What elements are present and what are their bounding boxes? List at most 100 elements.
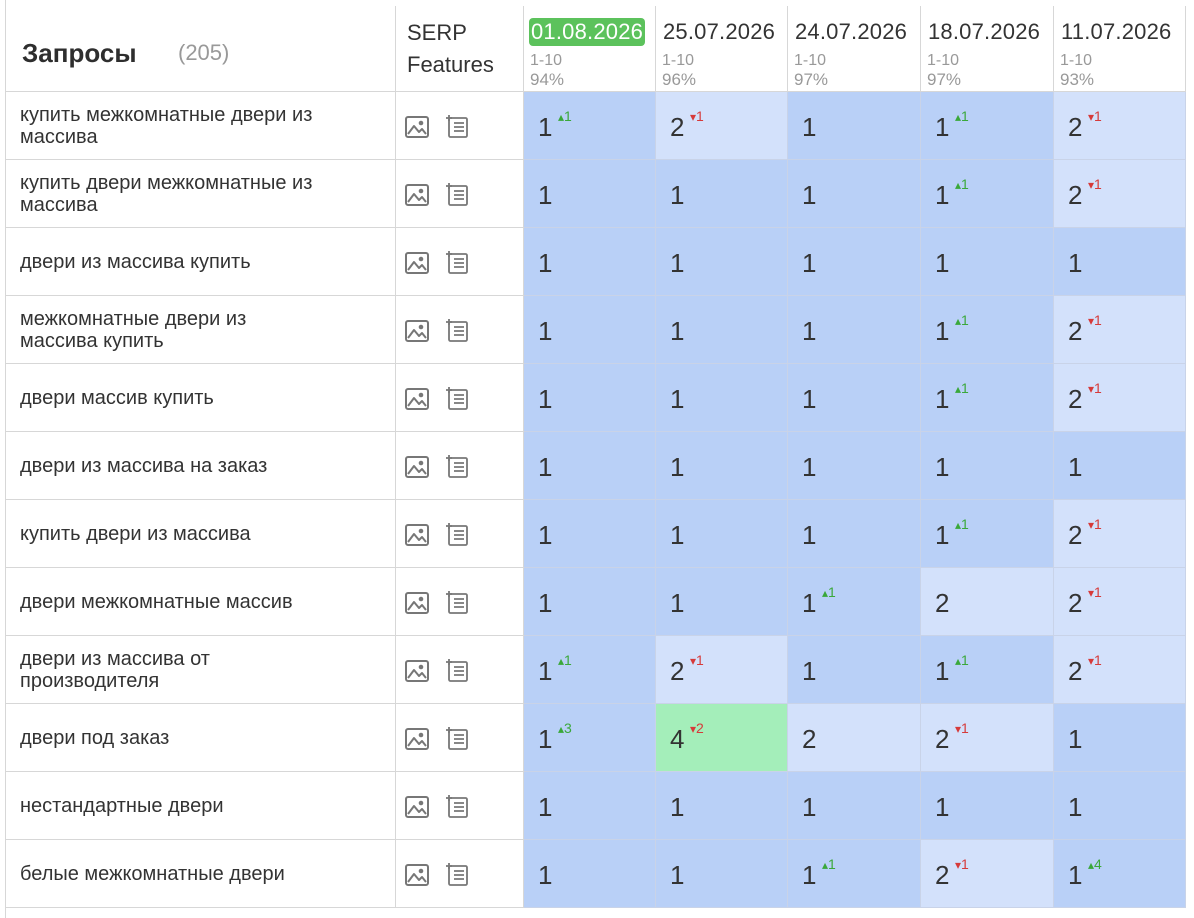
position-cell[interactable]: 1 ▴1 [524,92,656,160]
date-visibility-percent: 94% [530,70,565,89]
date-label: 11.07.2026 [1061,19,1172,44]
position-cell[interactable]: 1 [524,364,656,432]
date-column-header[interactable]: 24.07.2026 1-10 97% [788,6,921,92]
position-value: 4 [670,724,685,754]
serp-features-header: SERP Features [396,6,524,92]
position-change-up: ▴1 [822,584,836,600]
position-cell[interactable]: 1 ▴1 [921,296,1054,364]
position-cell[interactable]: 1 [921,228,1054,296]
query-text: двери из массива купить [20,251,251,273]
position-change-down: ▾1 [1088,176,1102,192]
position-cell[interactable]: 2 ▾1 [921,704,1054,772]
position-cell[interactable]: 1 [524,296,656,364]
position-cell[interactable]: 2 ▾1 [1054,92,1186,160]
position-cell[interactable]: 1 [788,364,921,432]
position-cell[interactable]: 1 [788,636,921,704]
position-cell[interactable]: 1 ▴1 [921,364,1054,432]
position-cell[interactable]: 1 [921,772,1054,840]
position-cell[interactable]: 1 [524,160,656,228]
query-row[interactable]: двери под заказ [6,704,396,772]
position-value: 2 [1068,180,1083,210]
position-cell[interactable]: 1 ▴1 [524,636,656,704]
position-cell[interactable]: 1 [788,772,921,840]
position-cell[interactable]: 1 [788,160,921,228]
position-cell[interactable]: 1 [1054,772,1186,840]
query-row[interactable]: двери массив купить [6,364,396,432]
date-label: 18.07.2026 [928,19,1041,44]
query-text: купить межкомнатные двери из массива [20,104,313,148]
triangle-down-icon: ▾ [1088,654,1095,668]
position-cell[interactable]: 1 [656,568,788,636]
position-cell[interactable]: 4 ▾2 [656,704,788,772]
position-cell[interactable]: 1 [524,500,656,568]
position-value: 1 [1068,792,1083,822]
position-cell[interactable]: 1 ▴1 [921,92,1054,160]
position-cell[interactable]: 1 [656,500,788,568]
date-column-header[interactable]: 25.07.2026 1-10 96% [656,6,788,92]
position-cell[interactable]: 1 [1054,704,1186,772]
position-cell[interactable]: 1 ▴1 [921,636,1054,704]
position-cell[interactable]: 1 [524,432,656,500]
position-cell[interactable]: 1 ▴3 [524,704,656,772]
position-cell[interactable]: 1 [524,772,656,840]
position-cell[interactable]: 2 ▾1 [1054,500,1186,568]
position-cell[interactable]: 2 ▾1 [1054,364,1186,432]
position-cell[interactable]: 1 ▴1 [788,840,921,908]
date-column-header[interactable]: 01.08.2026 1-10 94% [524,6,656,92]
position-cell[interactable]: 2 [921,568,1054,636]
query-row[interactable]: двери из массива на заказ [6,432,396,500]
position-cell[interactable]: 1 [921,432,1054,500]
position-cell[interactable]: 1 [656,160,788,228]
position-change-value: 1 [1094,380,1102,396]
query-row[interactable]: белые межкомнатные двери [6,840,396,908]
position-change-value: 1 [1094,584,1102,600]
query-row[interactable]: двери межкомнатные массив [6,568,396,636]
query-row[interactable]: межкомнатные двери из массива купить [6,296,396,364]
position-change-down: ▾1 [1088,380,1102,396]
position-cell[interactable]: 1 [788,92,921,160]
position-cell[interactable]: 1 [656,228,788,296]
position-cell[interactable]: 2 ▾1 [1054,160,1186,228]
query-row[interactable]: купить двери межкомнатные из массива [6,160,396,228]
position-cell[interactable]: 1 [656,840,788,908]
triangle-down-icon: ▾ [955,858,962,872]
position-value: 1 [670,520,685,550]
position-change-value: 1 [696,108,704,124]
query-row[interactable]: нестандартные двери [6,772,396,840]
position-cell[interactable]: 1 ▴4 [1054,840,1186,908]
query-row[interactable]: купить межкомнатные двери из массива [6,92,396,160]
position-cell[interactable]: 1 [788,296,921,364]
position-cell[interactable]: 2 ▾1 [1054,296,1186,364]
query-row[interactable]: двери из массива от производителя [6,636,396,704]
position-value: 1 [802,860,817,890]
position-cell[interactable]: 2 ▾1 [1054,636,1186,704]
position-cell[interactable]: 2 ▾1 [656,92,788,160]
query-text: купить двери из массива [20,523,251,545]
position-cell[interactable]: 1 [524,228,656,296]
position-cell[interactable]: 1 [788,500,921,568]
position-cell[interactable]: 1 ▴1 [921,160,1054,228]
position-cell[interactable]: 1 [524,568,656,636]
position-cell[interactable]: 1 [656,432,788,500]
query-row[interactable]: двери из массива купить [6,228,396,296]
position-cell[interactable]: 1 [788,432,921,500]
position-cell[interactable]: 1 ▴1 [788,568,921,636]
position-cell[interactable]: 2 [788,704,921,772]
query-text: двери межкомнатные массив [20,591,293,613]
query-row[interactable]: купить двери из массива [6,500,396,568]
position-cell[interactable]: 1 ▴1 [921,500,1054,568]
date-column-header[interactable]: 11.07.2026 1-10 93% [1054,6,1186,92]
position-cell[interactable]: 1 [656,364,788,432]
triangle-down-icon: ▾ [1088,110,1095,124]
position-cell[interactable]: 1 [656,296,788,364]
position-cell[interactable]: 1 [656,772,788,840]
position-cell[interactable]: 1 [524,840,656,908]
date-column-header[interactable]: 18.07.2026 1-10 97% [921,6,1054,92]
position-cell[interactable]: 2 ▾1 [1054,568,1186,636]
position-cell[interactable]: 2 ▾1 [921,840,1054,908]
queries-header[interactable]: Запросы (205) [6,6,396,92]
position-cell[interactable]: 2 ▾1 [656,636,788,704]
position-cell[interactable]: 1 [1054,228,1186,296]
position-cell[interactable]: 1 [788,228,921,296]
position-cell[interactable]: 1 [1054,432,1186,500]
